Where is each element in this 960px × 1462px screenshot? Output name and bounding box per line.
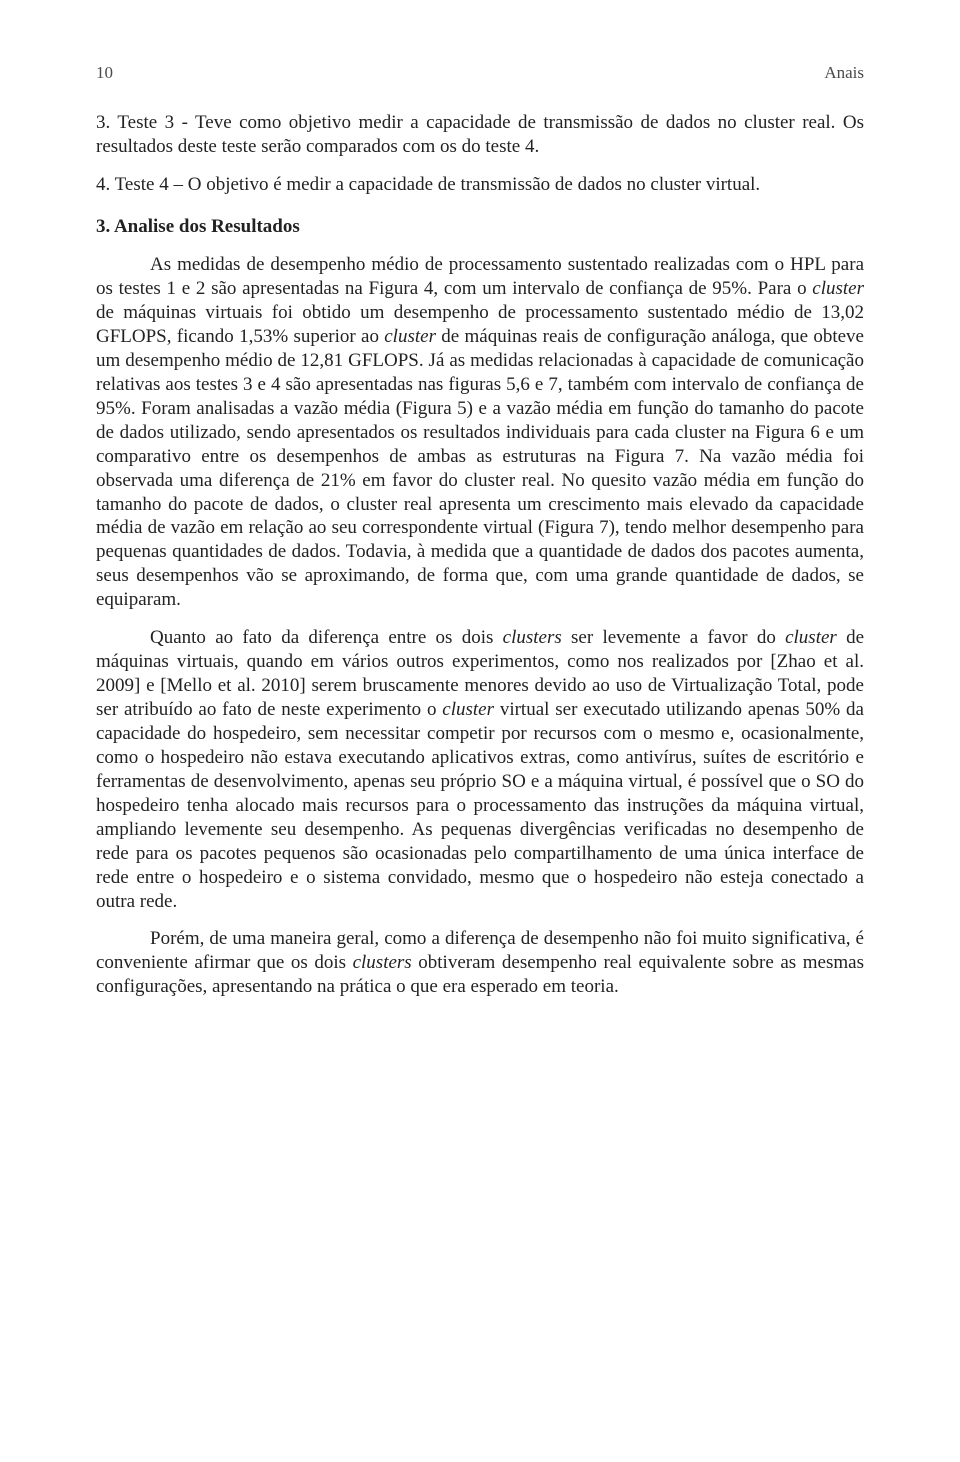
text-run: Quanto ao fato da diferença entre os doi… <box>150 627 503 648</box>
text-run: de máquinas reais de configuração análog… <box>96 326 864 610</box>
running-head: Anais <box>824 62 864 83</box>
page-number: 10 <box>96 62 113 83</box>
paragraph-3: Porém, de uma maneira geral, como a dife… <box>96 927 864 999</box>
text-run: As medidas de desempenho médio de proces… <box>96 254 864 299</box>
paragraph-1: As medidas de desempenho médio de proces… <box>96 253 864 612</box>
page: 10 Anais 3. Teste 3 - Teve como objetivo… <box>0 0 960 1462</box>
italic-cluster: cluster <box>785 627 837 648</box>
page-header: 10 Anais <box>96 62 864 83</box>
italic-cluster: cluster <box>384 326 436 347</box>
paragraph-2: Quanto ao fato da diferença entre os doi… <box>96 626 864 913</box>
list-item-4: 4. Teste 4 – O objetivo é medir a capaci… <box>96 173 864 197</box>
italic-clusters: clusters <box>353 952 412 973</box>
italic-clusters: clusters <box>503 627 562 648</box>
text-run: virtual ser executado utilizando apenas … <box>96 699 864 912</box>
italic-cluster: cluster <box>812 278 864 299</box>
italic-cluster: cluster <box>442 699 494 720</box>
list-item-3: 3. Teste 3 - Teve como objetivo medir a … <box>96 111 864 159</box>
text-run: ser levemente a favor do <box>562 627 785 648</box>
section-title: 3. Analise dos Resultados <box>96 215 864 239</box>
